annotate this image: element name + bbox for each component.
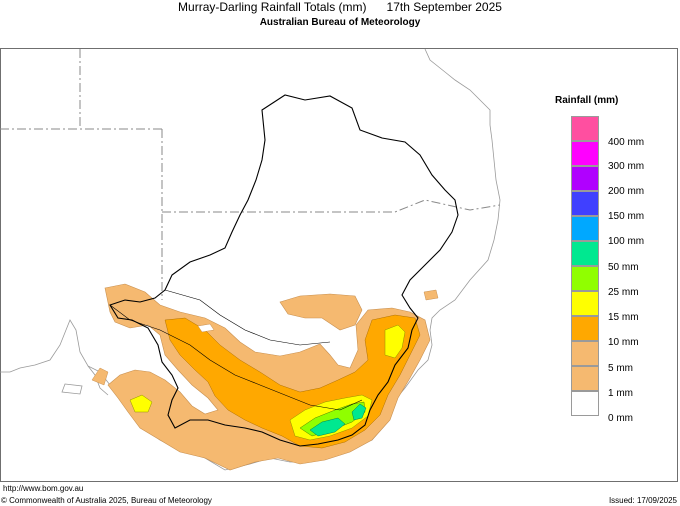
rain-1mm-north xyxy=(279,293,363,331)
legend-label-1: 1 mm xyxy=(608,388,633,399)
basin-boundary xyxy=(109,94,459,447)
issued-date: Issued: 17/09/2025 xyxy=(608,496,677,505)
legend-label-400: 400 mm xyxy=(608,137,645,148)
state-borders xyxy=(0,49,501,300)
legend-swatch-100 xyxy=(571,216,599,241)
legend-swatch-25 xyxy=(571,266,599,291)
legend-label-5: 5 mm xyxy=(608,363,633,374)
legend-swatch-200 xyxy=(571,166,599,191)
legend-swatch-300 xyxy=(571,141,599,166)
coast-north-east xyxy=(394,48,501,401)
copyright-text: © Commonwealth of Australia 2025, Bureau… xyxy=(1,496,212,505)
legend-label-25: 25 mm xyxy=(608,287,639,298)
legend-swatch-10 xyxy=(571,316,599,341)
map-title: Murray-Darling Rainfall Totals (mm) 17th… xyxy=(178,0,502,14)
dry-hole xyxy=(197,323,215,333)
river-murray xyxy=(109,304,363,411)
legend-swatch-400 xyxy=(571,116,599,141)
legend-label-10: 10 mm xyxy=(608,337,639,348)
rainfall-shading xyxy=(91,283,439,471)
legend-label-0: 0 mm xyxy=(608,413,633,424)
rivers xyxy=(109,289,363,411)
map-subtitle: Australian Bureau of Meteorology xyxy=(259,17,421,28)
legend-label-300: 300 mm xyxy=(608,161,645,172)
rain-1mm-island xyxy=(91,367,109,386)
legend-swatch-5 xyxy=(571,341,599,366)
rain-50mm-core-2 xyxy=(351,403,367,421)
border-qld-nsw xyxy=(162,199,501,213)
legend-label-100: 100 mm xyxy=(608,236,645,247)
rain-10mm-east xyxy=(384,324,406,359)
legend-label-200: 200 mm xyxy=(608,186,645,197)
legend-label-50: 50 mm xyxy=(608,262,639,273)
legend-swatch-0 xyxy=(571,391,599,416)
legend-label-15: 15 mm xyxy=(608,312,639,323)
legend-swatch-150 xyxy=(571,191,599,216)
kangaroo-island xyxy=(61,383,83,395)
legend-label-150: 150 mm xyxy=(608,211,645,222)
river-darling xyxy=(164,289,331,346)
rain-1mm-north-spot xyxy=(423,289,439,301)
legend-title: Rainfall (mm) xyxy=(555,95,619,106)
rain-50mm-core xyxy=(309,417,346,437)
source-url[interactable]: http://www.bom.gov.au xyxy=(3,484,84,493)
legend-swatch-1 xyxy=(571,366,599,391)
map-frame xyxy=(0,48,678,482)
rain-10mm-sa xyxy=(129,394,153,413)
legend-swatch-50 xyxy=(571,241,599,266)
legend-swatch-15 xyxy=(571,291,599,316)
coast-south-australia xyxy=(0,319,111,386)
